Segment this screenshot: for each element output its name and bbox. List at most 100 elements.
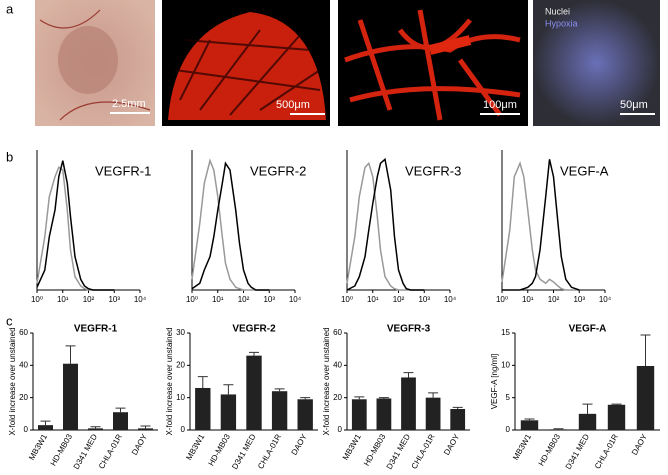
bar [113, 412, 128, 430]
x-tick-label: 10² [548, 295, 560, 304]
error-bar [378, 397, 389, 399]
chart-title: VEGFR-2 [232, 324, 276, 335]
y-axis-label: X-fold increase over unstained [8, 327, 17, 435]
y-tick-label: 60 [19, 328, 28, 337]
bar [246, 355, 262, 430]
y-tick-label: 5 [506, 393, 511, 402]
y-tick-label: 0 [24, 425, 29, 434]
x-tick-label: DAOY [290, 432, 309, 457]
histogram-curve [346, 157, 425, 291]
bar [578, 413, 597, 430]
x-tick-label: 10¹ [212, 295, 224, 304]
histogram-curve [191, 161, 270, 291]
error-bar [90, 426, 101, 429]
x-tick-label: HD-MB03 [362, 432, 388, 467]
x-tick-label: 10⁰ [186, 295, 198, 304]
y-tick-label: 20 [176, 360, 185, 369]
chart-title: VEGF-A [569, 324, 607, 335]
error-bar [553, 428, 564, 430]
error-bar [611, 403, 622, 405]
bar [63, 363, 78, 430]
x-tick-label: DAOY [442, 432, 461, 457]
error-bar [403, 372, 414, 378]
y-axis-label: VEGF-A [ng/ml] [490, 354, 499, 410]
x-tick-label: 10³ [263, 295, 275, 304]
bar [607, 404, 626, 430]
scale-bar-label: 2.5mm [112, 98, 146, 110]
y-axis-label: X-fold increase over unstained [165, 327, 174, 435]
y-tick-label: 0 [338, 425, 343, 434]
bar [376, 398, 392, 430]
chart-title: VEGFR-2 [250, 163, 306, 178]
histogram-curve [501, 161, 580, 291]
scale-bar-label: 100μm [483, 99, 517, 111]
y-tick-label: 0 [506, 425, 511, 434]
x-tick-label: 10¹ [367, 295, 379, 304]
histogram-curve [346, 161, 425, 291]
bar [297, 399, 313, 430]
x-tick-label: 10⁰ [341, 295, 353, 304]
x-tick-label: 10⁰ [496, 295, 508, 304]
histogram-curve [36, 166, 115, 291]
image-hypoxia: Nuclei Hypoxia 50μm [533, 0, 660, 126]
y-tick-label: 30 [176, 328, 185, 337]
y-tick-label: 20 [19, 393, 28, 402]
scale-bar-label: 50μm [620, 99, 648, 111]
error-bar [300, 397, 311, 400]
x-tick-label: D341 MED [385, 432, 412, 471]
histogram-curve [36, 160, 115, 291]
x-tick-label: 10⁴ [289, 295, 302, 304]
error-bar [640, 334, 651, 366]
x-tick-label: CHLA-01R [410, 432, 437, 470]
bar [271, 391, 288, 430]
panel-label: a [6, 1, 14, 16]
x-tick-label: 10² [393, 295, 405, 304]
x-tick-label: HD-MB03 [207, 432, 233, 467]
image-legend: Nuclei [545, 6, 570, 16]
x-tick-label: CHLA-01R [593, 432, 620, 470]
panel-label: b [6, 149, 13, 164]
bar [636, 365, 655, 430]
error-bar [223, 384, 234, 395]
histogram-curve [502, 159, 580, 291]
x-tick-label: 10⁴ [599, 295, 612, 304]
x-tick-label: HD-MB03 [537, 432, 563, 467]
bar [450, 408, 466, 430]
x-tick-label: 10⁴ [444, 295, 457, 304]
chart-title: VEGFR-3 [405, 163, 461, 178]
image-legend: Hypoxia [545, 18, 578, 28]
x-tick-label: 10⁰ [31, 295, 43, 304]
y-tick-label: 15 [501, 328, 510, 337]
y-tick-label: 60 [333, 328, 342, 337]
error-bar [65, 345, 76, 364]
x-tick-label: D341 MED [72, 432, 99, 471]
x-tick-label: MB3W1 [27, 432, 49, 462]
bar [401, 377, 416, 430]
bar [351, 399, 367, 430]
x-tick-label: 10³ [418, 295, 430, 304]
panel-label: c [6, 313, 13, 328]
error-bar [524, 418, 535, 421]
x-tick-label: 10³ [108, 295, 120, 304]
bar [138, 428, 153, 430]
x-tick-label: 10³ [573, 295, 585, 304]
error-bar [40, 420, 51, 426]
x-tick-label: DAOY [130, 432, 149, 457]
x-tick-label: CHLA-01R [97, 432, 124, 470]
image-eye: 2.5mm [35, 0, 155, 126]
bar [549, 429, 568, 430]
y-tick-label: 40 [19, 360, 28, 369]
image-vessels-overview: 500μm [162, 0, 330, 126]
chart-title: VEGFR-1 [74, 324, 118, 335]
x-tick-label: D341 MED [564, 432, 591, 471]
error-bar [197, 376, 208, 388]
histogram-curve [191, 158, 270, 291]
y-axis-label: X-fold increase over unstained [322, 327, 331, 435]
error-bar [354, 396, 365, 400]
chart-title: VEGFR-1 [95, 163, 151, 178]
bar [520, 420, 539, 430]
y-tick-label: 10 [176, 393, 185, 402]
x-tick-label: 10² [83, 295, 95, 304]
